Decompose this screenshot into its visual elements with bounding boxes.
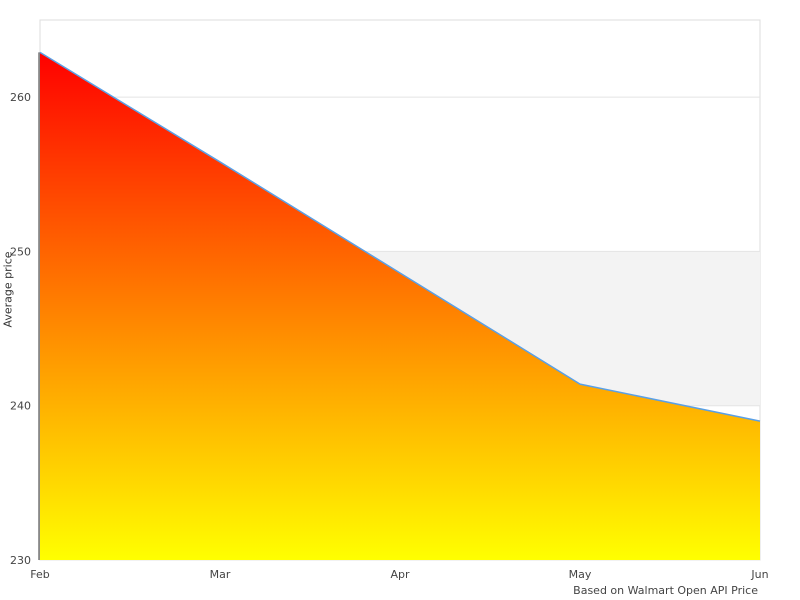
series-line — [39, 51, 761, 422]
x-tick-label: Mar — [210, 568, 231, 581]
source-note: Based on Walmart Open API Price — [573, 584, 758, 597]
x-tick-label: May — [569, 568, 592, 581]
y-tick-label: 230 — [10, 554, 31, 567]
x-tick-label: Apr — [390, 568, 410, 581]
y-tick-label: 260 — [10, 91, 31, 104]
x-tick-label: Jun — [750, 568, 768, 581]
x-tick-label: Feb — [30, 568, 49, 581]
y-tick-label: 250 — [10, 245, 31, 258]
y-tick-label: 240 — [10, 400, 31, 413]
area-fill — [40, 52, 760, 561]
y-axis-label: Average price — [1, 251, 15, 328]
